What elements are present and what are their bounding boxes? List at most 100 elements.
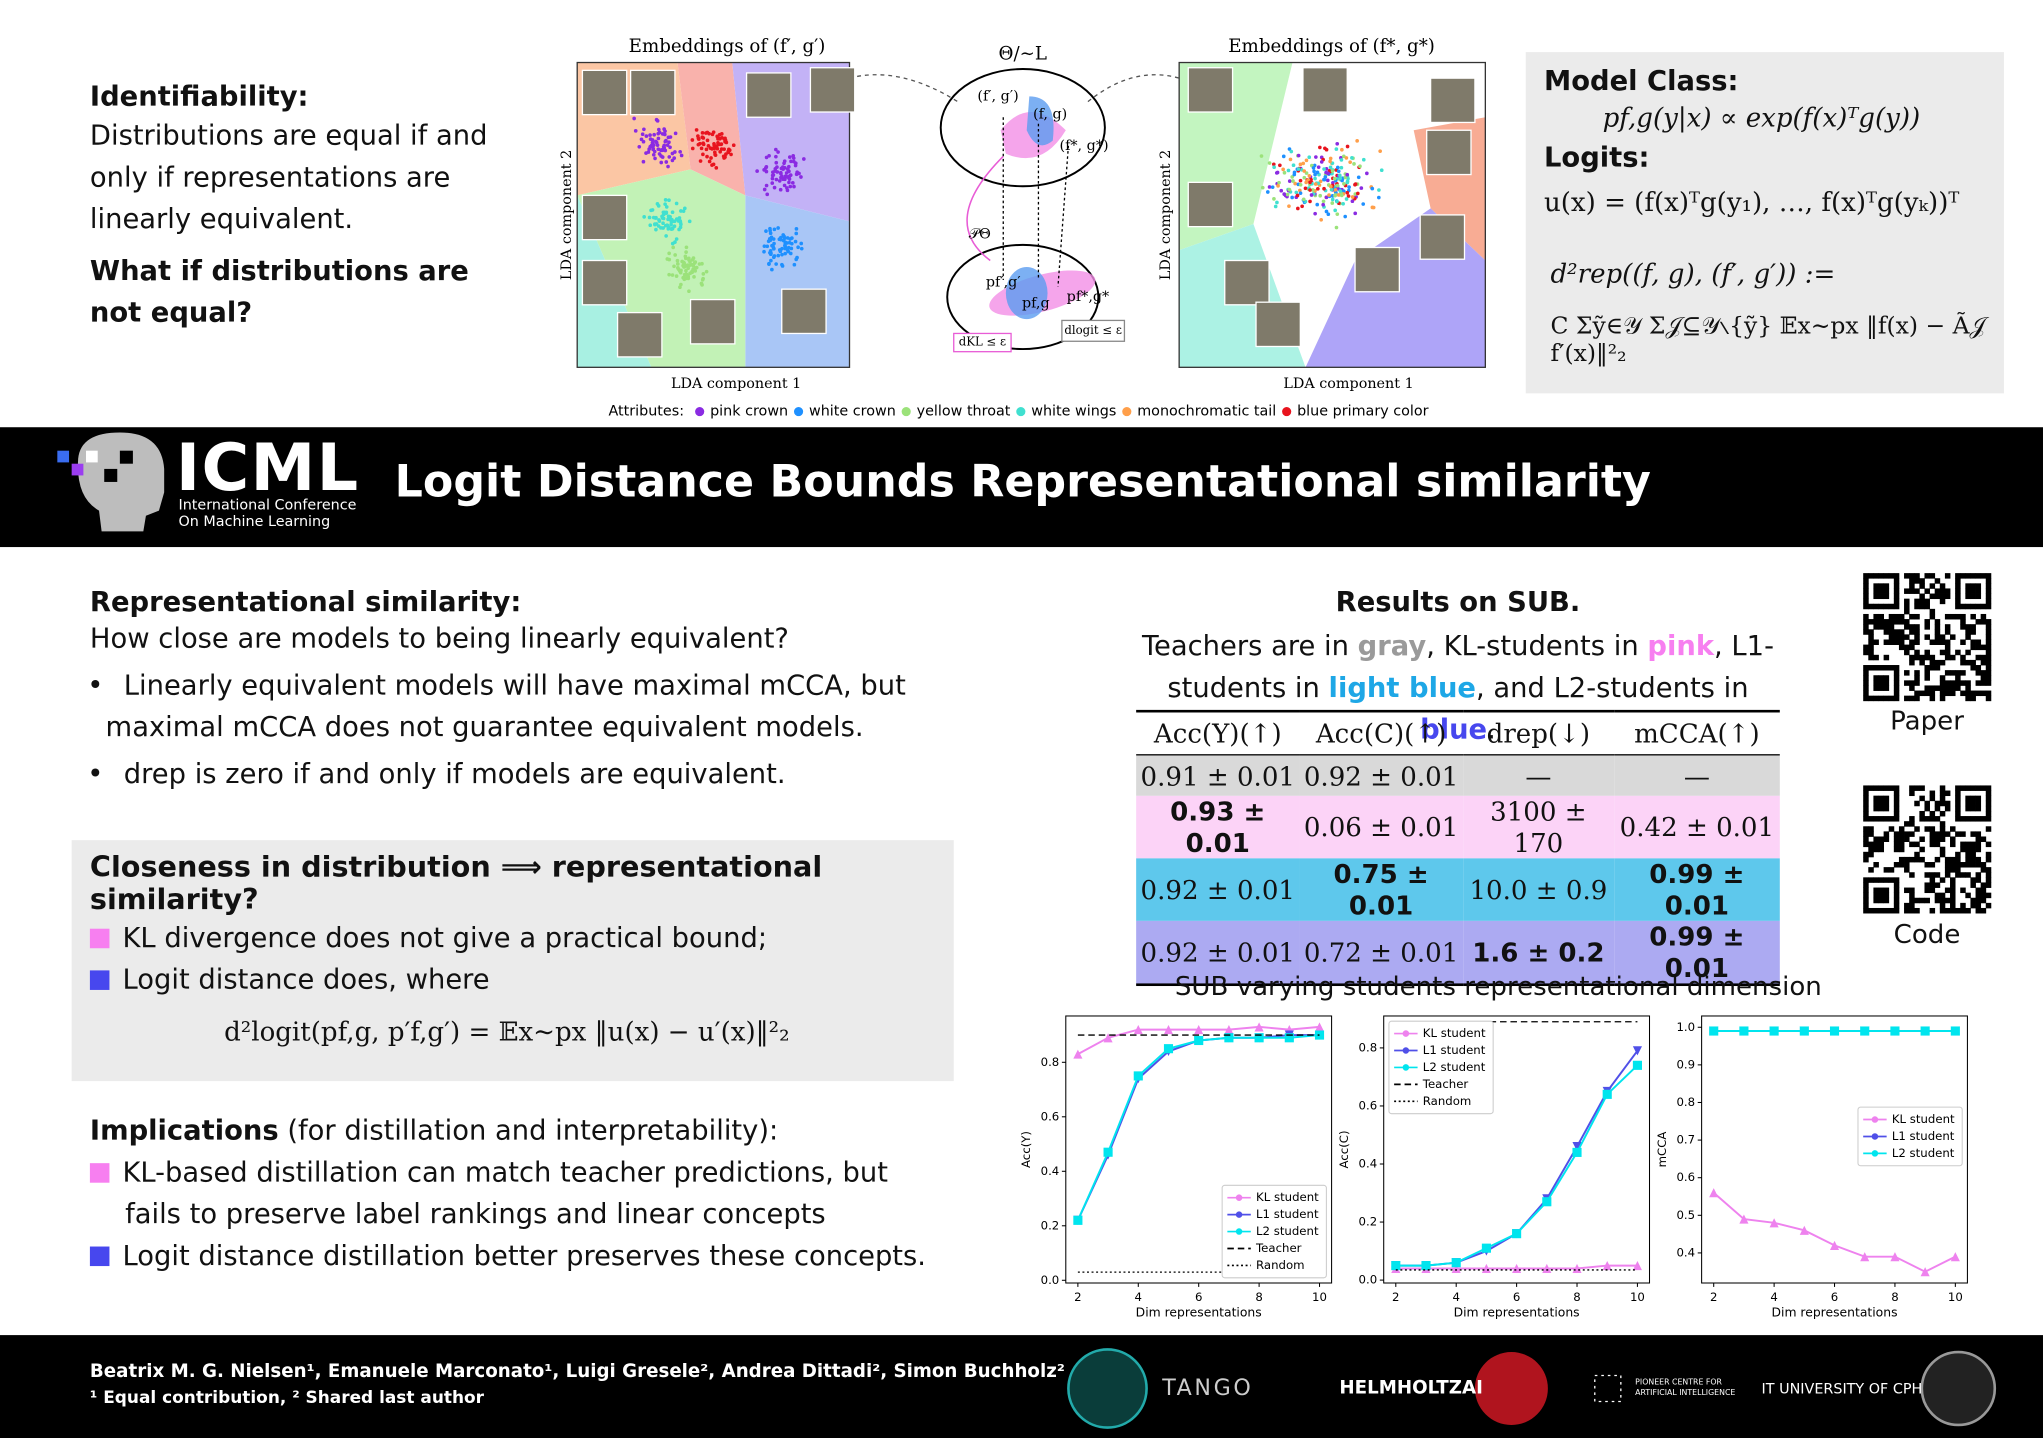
qr-module: [1863, 690, 1869, 697]
embedding-dot: [690, 146, 695, 151]
bullet: KL-based distillation can match teacher …: [89, 1151, 950, 1234]
qr-module: [1863, 816, 1869, 822]
qr-module: [1919, 578, 1925, 584]
embedding-dot: [656, 136, 661, 141]
qr-module: [1929, 907, 1936, 914]
qr-module: [1975, 831, 1982, 837]
legend-box: [1857, 1106, 1963, 1167]
qr-module: [1873, 862, 1879, 868]
figure-label: 𝒫Θ: [969, 226, 991, 242]
qr-module: [1914, 578, 1920, 584]
embedding-dot: [769, 235, 774, 240]
qr-module: [1863, 892, 1869, 899]
embedding-dot: [1296, 206, 1300, 211]
embedding-dot: [664, 234, 668, 238]
qr-module: [1868, 619, 1874, 625]
qr-module: [1975, 670, 1982, 676]
qr-module: [1960, 670, 1966, 676]
embedding-dot: [663, 223, 668, 228]
qr-module: [1883, 795, 1890, 802]
bullet-text: Logit distance distillation better prese…: [122, 1240, 926, 1272]
qr-module: [1883, 573, 1890, 579]
embedding-dot: [1353, 211, 1358, 216]
embedding-dot: [1350, 156, 1354, 160]
embedding-dot: [772, 241, 776, 246]
bird-thumbnail: [689, 298, 736, 345]
qr-module: [1944, 680, 1951, 686]
qr-module: [1909, 654, 1915, 661]
qr-module: [1970, 573, 1976, 579]
qr-module: [1960, 659, 1966, 666]
qr-module: [1893, 785, 1900, 791]
qr-module: [1944, 624, 1951, 630]
qr-module: [1924, 619, 1930, 625]
qr-module: [1960, 902, 1966, 909]
embedding-dot: [1287, 204, 1291, 209]
qr-module: [1878, 619, 1885, 625]
qr-module: [1868, 665, 1874, 671]
qr-module: [1878, 897, 1885, 904]
bullet-text: KL divergence does not give a practical …: [122, 922, 768, 954]
qr-module: [1980, 785, 1987, 791]
qr-module: [1970, 816, 1976, 822]
embedding-dot: [1312, 169, 1316, 174]
qr-module: [1955, 685, 1961, 691]
embedding-dot: [705, 138, 710, 143]
embedding-dot: [772, 227, 777, 232]
qr-module: [1939, 695, 1946, 702]
qr-module: [1929, 826, 1936, 832]
qr-module: [1950, 877, 1956, 883]
embedding-dot: [727, 148, 732, 153]
figure-label: (f′, g′): [977, 88, 1018, 104]
caption-part: , KL-students in: [1426, 630, 1648, 662]
qr-module: [1950, 836, 1956, 842]
embedding-dot: [673, 253, 677, 257]
qr-module: [1924, 649, 1930, 656]
marker: [1073, 1049, 1083, 1059]
qr-module: [1909, 573, 1915, 579]
qr-module: [1893, 882, 1900, 888]
embedding-dot: [1328, 165, 1333, 170]
qr-module: [1965, 685, 1971, 691]
results-title: Results on SUB.: [1335, 586, 1581, 618]
qr-module: [1893, 800, 1900, 807]
embedding-dot: [679, 153, 684, 158]
embedding-dot: [707, 131, 711, 136]
qr-module: [1893, 805, 1900, 812]
bullet-text: KL-based distillation can match teacher …: [122, 1156, 888, 1230]
embedding-dot: [705, 154, 709, 159]
qr-module: [1919, 856, 1925, 863]
embedding-dot: [1341, 201, 1345, 206]
embedding-dot: [769, 258, 773, 263]
legend-label: KL student: [1256, 1190, 1319, 1204]
embedding-dot: [1319, 160, 1324, 164]
marker: [1194, 1025, 1204, 1035]
qr-module: [1980, 907, 1987, 914]
qr-module: [1985, 619, 1992, 625]
qr-module: [1924, 800, 1930, 807]
qr-module: [1863, 887, 1869, 894]
qr-module: [1985, 654, 1992, 661]
legend-marker: [1235, 1211, 1243, 1218]
qr-module: [1939, 810, 1946, 817]
embedding-dot: [1326, 171, 1330, 176]
qr-module: [1944, 644, 1951, 651]
marker: [1739, 1026, 1749, 1036]
qr-module: [1929, 608, 1936, 615]
embedding-dot: [686, 266, 690, 271]
embedding-dot: [1295, 193, 1300, 198]
qr-module: [1924, 603, 1930, 610]
qr-module: [1929, 795, 1936, 802]
embedding-dot: [792, 184, 796, 189]
bullet: Logit distance does, where: [89, 959, 950, 1001]
qr-module: [1904, 862, 1910, 868]
embedding-dot: [710, 132, 715, 137]
qr-module: [1950, 654, 1956, 661]
qr-module: [1924, 665, 1930, 671]
embedding-dot: [731, 143, 736, 148]
qr-module: [1873, 907, 1879, 914]
embedding-dot: [767, 262, 771, 266]
embedding-dot: [700, 135, 705, 140]
qr-label: Paper: [1890, 704, 1964, 736]
embedding-dot: [696, 134, 700, 138]
